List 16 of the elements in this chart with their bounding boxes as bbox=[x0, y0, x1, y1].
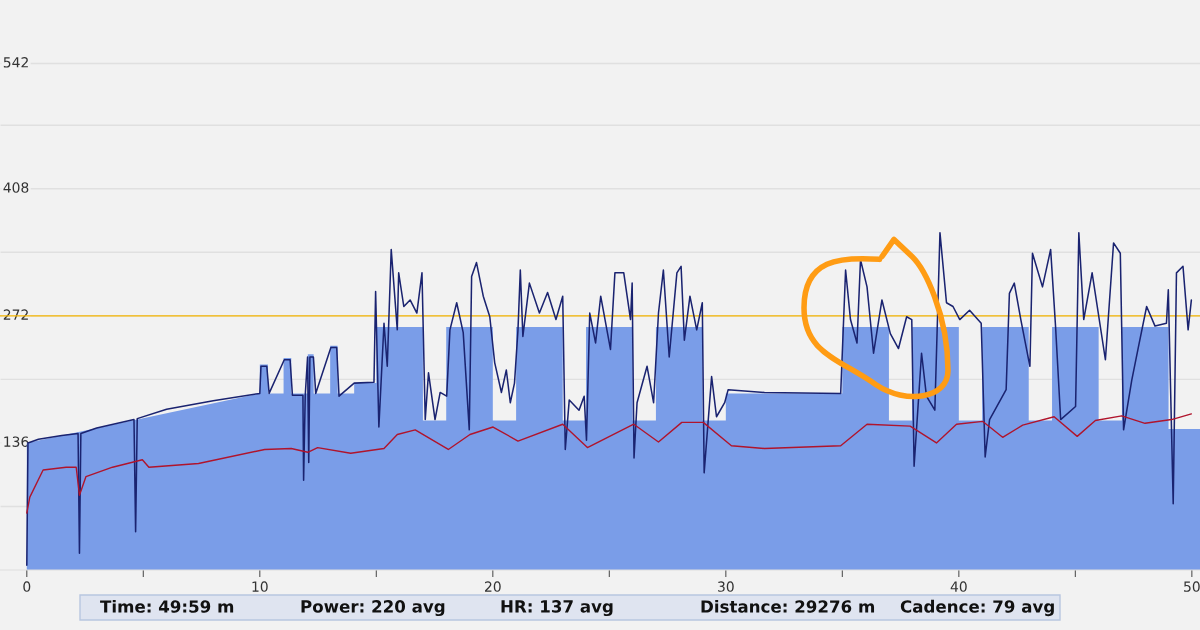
y-tick-label: 136 bbox=[4, 436, 29, 447]
x-tick-label: 30 bbox=[718, 581, 734, 592]
y-tick-label: 542 bbox=[3, 57, 28, 68]
x-tick-label: 50 bbox=[1184, 581, 1200, 592]
x-tick-label: 10 bbox=[252, 581, 268, 592]
x-tick-label: 40 bbox=[950, 581, 967, 592]
x-tick-label: 20 bbox=[485, 581, 501, 592]
x-tick-label: 0 bbox=[23, 581, 31, 592]
text: Time: 49:59 m bbox=[100, 599, 234, 613]
line-series bbox=[26, 413, 1193, 514]
text: Distance: 29276 m bbox=[701, 599, 875, 613]
y-tick-label: 408 bbox=[3, 182, 29, 193]
text: Power: 220 avg bbox=[301, 600, 445, 617]
text: HR: 137 avg bbox=[501, 600, 613, 617]
text: Cadence: 79 avg bbox=[900, 599, 1054, 617]
line-series bbox=[26, 231, 1193, 567]
